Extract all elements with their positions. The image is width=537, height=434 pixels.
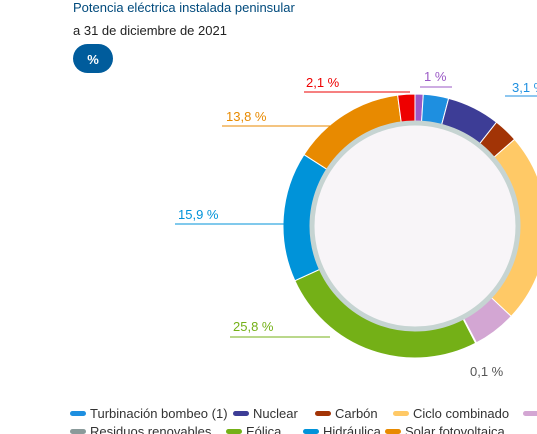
legend-swatch <box>70 429 86 434</box>
value-label: 1 % <box>424 69 447 84</box>
value-label: 0,1 % <box>470 364 504 379</box>
legend-label: Eólica <box>246 424 282 434</box>
chart-title: Potencia eléctrica instalada peninsular <box>73 0 296 15</box>
unit-label: % <box>87 52 99 67</box>
legend-swatch <box>233 411 249 416</box>
legend-label: Hidráulica <box>323 424 382 434</box>
legend-swatch <box>523 411 537 416</box>
value-label: 2,1 % <box>306 75 340 90</box>
value-label: 15,9 % <box>178 207 219 222</box>
legend-label: Nuclear <box>253 406 298 421</box>
legend-swatch <box>315 411 331 416</box>
legend-label: Ciclo combinado <box>413 406 509 421</box>
legend-label: Turbinación bombeo (1) <box>90 406 228 421</box>
value-label: 3,1 % <box>512 80 537 95</box>
value-label: 13,8 % <box>226 109 267 124</box>
donut-inner-ring <box>309 120 521 332</box>
legend-swatch <box>393 411 409 416</box>
unit-badge <box>73 44 113 73</box>
legend-swatch <box>226 429 242 434</box>
legend-swatch <box>70 411 86 416</box>
legend-swatch <box>303 429 319 434</box>
legend-swatch <box>385 429 401 434</box>
legend-label: Carbón <box>335 406 378 421</box>
value-label: 25,8 % <box>233 319 274 334</box>
legend-label: Solar fotovoltaica <box>405 424 505 434</box>
donut-segment <box>397 93 416 124</box>
chart-subtitle: a 31 de diciembre de 2021 <box>73 23 227 38</box>
legend-label: Residuos renovables <box>90 424 212 434</box>
